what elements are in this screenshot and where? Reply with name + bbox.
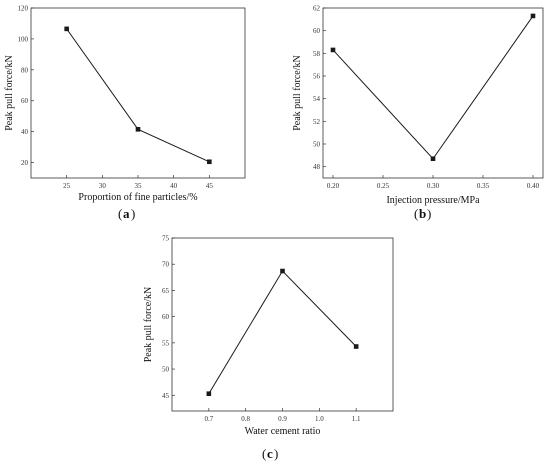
panel-b-label-open: ( [414, 206, 418, 221]
panel-c-x-tick-label: 1.0 [315, 415, 324, 423]
panel-b-x-axis-title: Injection pressure/MPa [386, 195, 480, 206]
panel-c-y-tick-label: 45 [162, 392, 170, 400]
panel-c-data-point [206, 391, 212, 396]
panel-c-x-tick-label: 1.1 [352, 415, 361, 423]
panel-c-x-axis-title: Water cement ratio [245, 426, 321, 437]
panel-a-y-tick-label: 20 [21, 159, 29, 167]
panel-c-x-tick-label: 0.7 [204, 415, 213, 423]
panel-a-y-tick-label: 60 [21, 97, 29, 105]
panel-a-y-tick-label: 40 [21, 128, 29, 136]
panel-c-y-tick-label: 75 [162, 235, 170, 243]
panel-b-x-tick-label: 0.20 [327, 182, 340, 190]
panel-c-data-point [280, 268, 285, 274]
panel-b-chart: 0.20 0.25 0.30 0.35 0.40 48 50 52 54 56 58 60 62 Inje… [292, 5, 544, 206]
panel-c-plot-frame [171, 237, 394, 412]
panel-c-x-tick-label: 0.9 [278, 415, 287, 423]
panel-b-y-axis-title: Peak pull force/kN [292, 55, 303, 131]
panel-a-x-tick-label: 25 [63, 182, 71, 190]
panel-b-data-point [430, 156, 436, 162]
panel-c-chart: 0.7 0.8 0.9 1.0 1.1 45 50 55 60 65 70 75 Water cemen… [143, 235, 394, 437]
panel-a-y-axis-title: Peak pull force/kN [4, 55, 15, 131]
panel-b-data-point [330, 47, 336, 53]
panel-c-y-tick-label: 60 [162, 313, 170, 321]
panel-c-x-tick-label: 0.8 [241, 415, 250, 423]
panel-c-y-tick-label: 55 [162, 339, 170, 347]
panel-b-x-tick-label: 0.25 [377, 182, 390, 190]
panel-c-y-tick-label: 65 [162, 287, 170, 295]
panel-a-data-point [135, 127, 141, 132]
panel-a-series-line [66, 28, 210, 163]
panel-c-data-point [353, 344, 359, 349]
panel-b-label: b [419, 206, 426, 221]
panel-b-x-tick-label: 0.40 [527, 182, 540, 190]
panel-a-x-axis-title: Proportion of fine particles/% [78, 192, 197, 203]
panel-a-plot-frame [30, 7, 246, 179]
panel-a-label-open: ( [118, 206, 122, 221]
panel-b-y-tick-label: 48 [313, 163, 321, 171]
panel-b-plot-frame [322, 7, 544, 179]
panel-c-series-line [208, 270, 357, 394]
panel-c-label-close: ) [274, 446, 278, 461]
panel-a-y-tick-label: 80 [21, 66, 29, 74]
panel-c-y-tick-label: 50 [162, 366, 170, 374]
panel-c-label-open: ( [262, 446, 266, 461]
panel-c-y-tick-label: 70 [162, 261, 170, 269]
panel-a-y-tick-label: 100 [18, 35, 29, 43]
panel-a-label: a [123, 206, 130, 221]
panel-b-data-point [530, 13, 536, 19]
panel-a-y-tick-label: 120 [18, 5, 29, 13]
panel-a-x-tick-label: 30 [99, 182, 107, 190]
panel-b-y-tick-label: 54 [313, 95, 321, 103]
panel-a-chart: 25 30 35 40 45 20 40 60 80 100 120 Proportion of fi… [4, 5, 246, 203]
panel-b-x-tick-label: 0.35 [477, 182, 490, 190]
panel-b-y-tick-label: 58 [313, 50, 321, 58]
panel-a-data-point [64, 26, 69, 32]
panel-b-label-close: ) [427, 206, 431, 221]
panel-a-data-point [207, 159, 212, 165]
panel-b-y-tick-label: 50 [313, 141, 321, 149]
panel-b-x-tick-label: 0.30 [427, 182, 440, 190]
panel-a-x-tick-label: 45 [206, 182, 214, 190]
panel-a-x-tick-label: 35 [135, 182, 143, 190]
panel-b-y-tick-label: 60 [313, 27, 321, 35]
panel-b-y-tick-label: 62 [313, 5, 321, 13]
panel-c-y-axis-title: Peak pull force/kN [143, 287, 154, 363]
panel-b-series-line [332, 15, 534, 160]
panel-b-y-tick-label: 56 [313, 73, 321, 81]
panel-a-label-close: ) [131, 206, 135, 221]
panel-b-y-tick-label: 52 [313, 118, 321, 126]
panel-c-label: c [267, 446, 273, 461]
panel-a-x-tick-label: 40 [170, 182, 178, 190]
